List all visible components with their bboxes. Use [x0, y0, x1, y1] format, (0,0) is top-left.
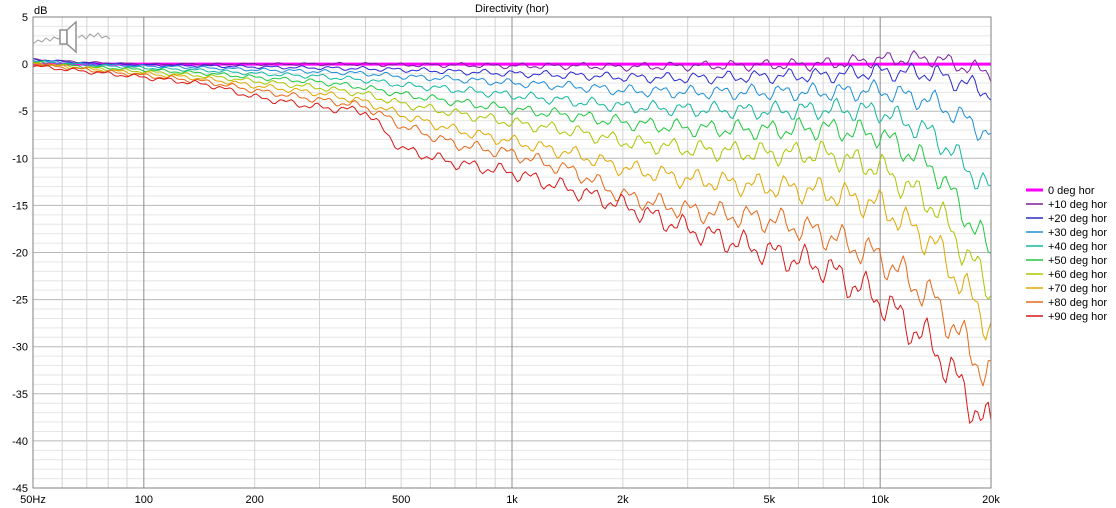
y-tick-labels: 5 0 -5 -10 -15 -20 -25 -30 -35 -40 -45: [12, 12, 28, 495]
x-tick-labels: 50Hz 100 200 500 1k 2k 5k 10k 20k: [20, 494, 1000, 506]
y-tick-label: -35: [12, 389, 28, 401]
y-tick-label: -15: [12, 200, 28, 212]
y-tick-label: -45: [12, 483, 28, 495]
legend-label: +20 deg hor: [1048, 213, 1107, 225]
series-lines: [32, 50, 992, 424]
x-tick-label: 100: [135, 494, 153, 506]
legend-item[interactable]: +50 deg hor: [1026, 255, 1107, 267]
y-tick-label: -20: [12, 248, 28, 260]
legend-item[interactable]: 0 deg hor: [1026, 185, 1095, 197]
series-line: [32, 58, 992, 101]
legend-label: +30 deg hor: [1048, 227, 1107, 239]
x-tick-label: 2k: [617, 494, 629, 506]
speaker-icon: [32, 20, 111, 54]
y-tick-label: -25: [12, 295, 28, 307]
legend-item[interactable]: +40 deg hor: [1026, 241, 1107, 253]
legend-label: +70 deg hor: [1048, 283, 1107, 295]
series-line: [33, 50, 992, 83]
y-tick-label: 0: [22, 59, 28, 71]
x-tick-label: 50Hz: [20, 494, 46, 506]
x-tick-label: 500: [392, 494, 410, 506]
y-tick-label: 5: [22, 12, 28, 24]
x-tick-label: 1k: [506, 494, 518, 506]
plot-grid: [32, 16, 992, 489]
legend[interactable]: 0 deg hor +10 deg hor +20 deg hor +30 deg h…: [1026, 185, 1107, 323]
y-tick-label: -10: [12, 153, 28, 165]
series-line: [32, 65, 992, 424]
series-line: [32, 60, 992, 254]
y-axis-label: dB: [34, 5, 47, 17]
legend-item[interactable]: +20 deg hor: [1026, 213, 1107, 225]
series-line: [32, 62, 992, 300]
y-tick-label: -40: [12, 436, 28, 448]
legend-item[interactable]: +10 deg hor: [1026, 199, 1107, 211]
legend-label: +50 deg hor: [1048, 255, 1107, 267]
legend-label: 0 deg hor: [1048, 185, 1095, 197]
legend-item[interactable]: +80 deg hor: [1026, 297, 1107, 309]
chart-title: Directivity (hor): [475, 3, 549, 15]
legend-item[interactable]: +60 deg hor: [1026, 269, 1107, 281]
plot-frame: [32, 16, 992, 489]
legend-item[interactable]: +30 deg hor: [1026, 227, 1107, 239]
legend-label: +40 deg hor: [1048, 241, 1107, 253]
legend-label: +10 deg hor: [1048, 199, 1107, 211]
legend-item[interactable]: +70 deg hor: [1026, 283, 1107, 295]
series-line: [32, 63, 992, 341]
y-tick-label: -5: [18, 106, 28, 118]
x-tick-label: 200: [245, 494, 263, 506]
legend-label: +80 deg hor: [1048, 297, 1107, 309]
x-tick-label: 20k: [982, 494, 1000, 506]
series-line: [32, 60, 992, 190]
legend-item[interactable]: +90 deg hor: [1026, 311, 1107, 323]
x-tick-label: 10k: [871, 494, 889, 506]
legend-label: +90 deg hor: [1048, 311, 1107, 323]
x-tick-label: 5k: [764, 494, 776, 506]
y-tick-label: -30: [12, 342, 28, 354]
legend-label: +60 deg hor: [1048, 269, 1107, 281]
series-line: [32, 59, 992, 141]
